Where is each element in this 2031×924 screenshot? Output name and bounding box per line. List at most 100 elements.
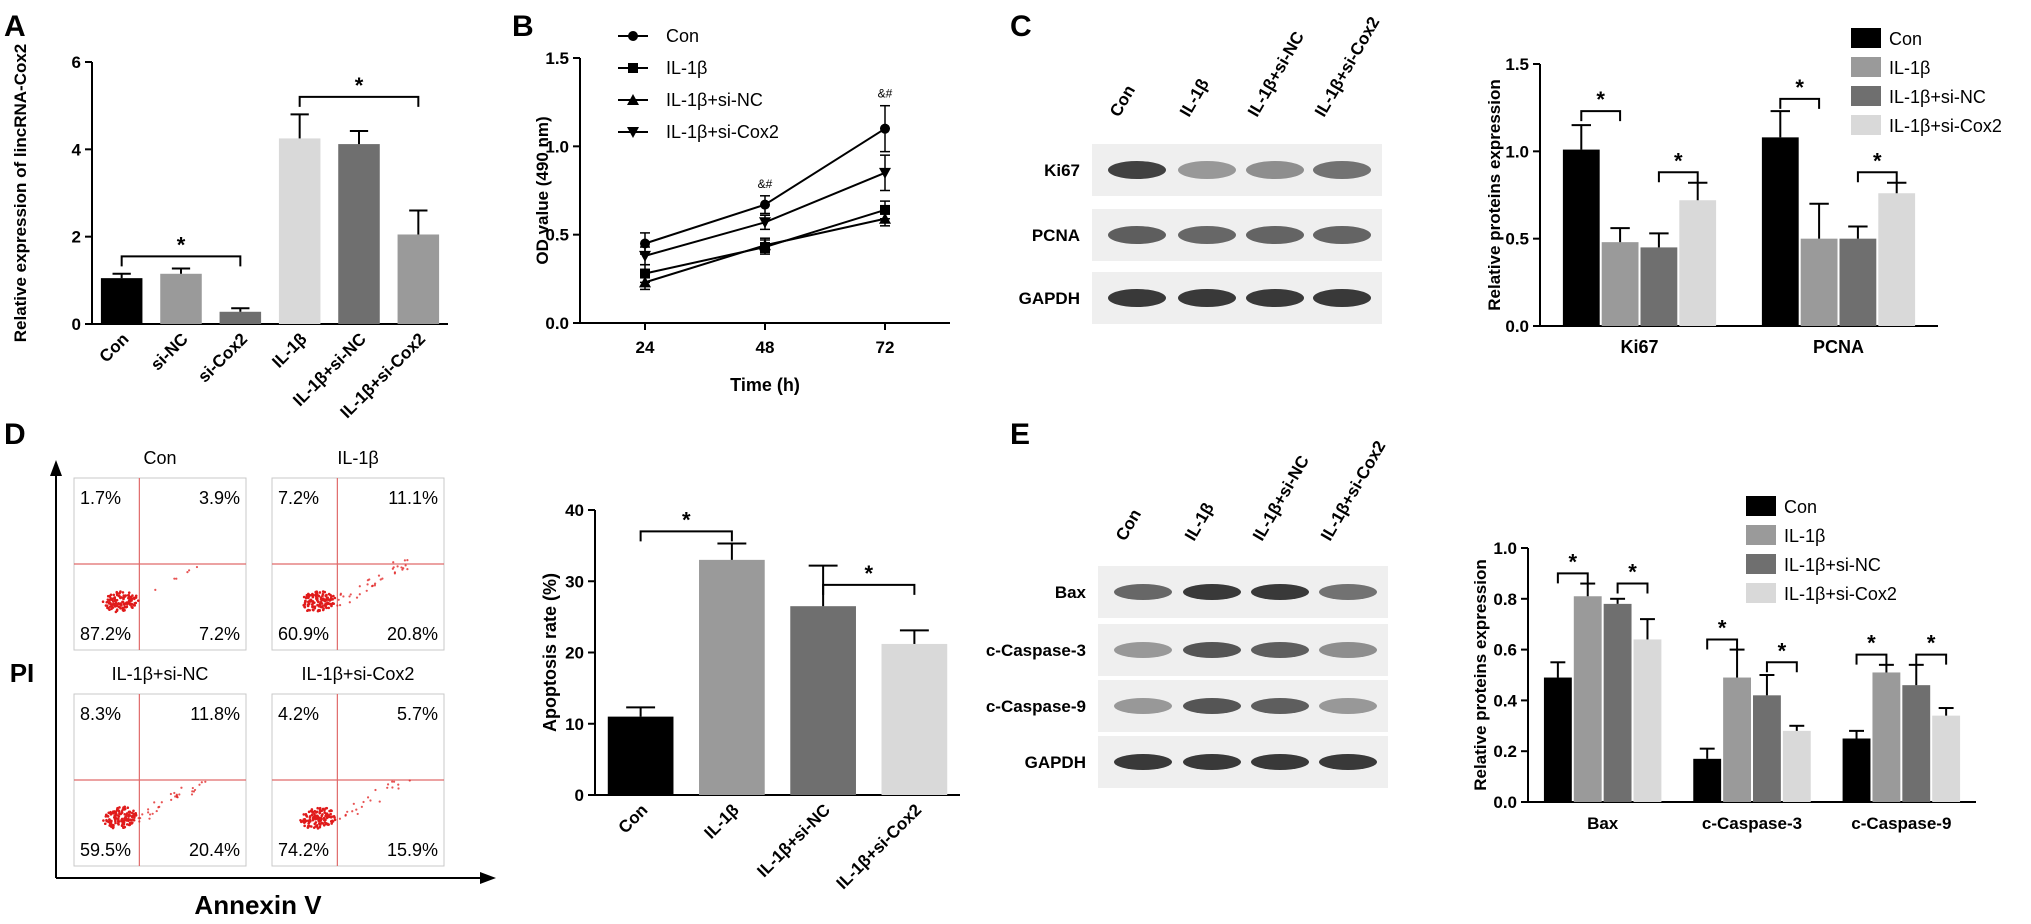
flow-dot <box>330 603 333 606</box>
legend-label: Con <box>1784 497 1817 517</box>
protein-band <box>1313 161 1371 179</box>
flow-dot <box>323 811 326 814</box>
quadrant-percentage: 5.7% <box>397 704 438 724</box>
significance-bracket <box>1855 653 1888 665</box>
flow-dot <box>381 577 384 580</box>
flow-dot <box>136 599 140 602</box>
flow-dot <box>112 603 116 606</box>
flow-dot <box>408 779 411 782</box>
flow-dot <box>319 809 322 813</box>
flow-dot <box>373 582 377 585</box>
protein-band <box>1108 289 1166 307</box>
flow-dot <box>318 806 322 810</box>
legend-label: IL-1β+si-Cox2 <box>666 122 779 142</box>
flow-dot <box>106 815 110 818</box>
significance-star: * <box>1596 87 1605 112</box>
flow-dot <box>108 824 111 827</box>
flow-dot <box>315 591 319 594</box>
y-tick-label: 0.8 <box>1493 590 1517 609</box>
significance-star: * <box>1795 75 1804 100</box>
legend-label: Con <box>1889 29 1922 49</box>
data-point <box>759 217 771 229</box>
x-tick-label: PCNA <box>1813 337 1864 357</box>
flow-dot <box>120 604 123 607</box>
flow-dot <box>126 806 130 810</box>
flow-y-axis-title: PI <box>10 658 35 688</box>
flow-dot <box>349 593 352 596</box>
flow-dot <box>105 600 109 604</box>
flow-dot <box>117 814 120 817</box>
significance-star: * <box>1927 631 1936 656</box>
y-tick-label: 0 <box>72 315 81 334</box>
protein-band <box>1246 289 1304 307</box>
x-tick-label: si-NC <box>147 329 192 374</box>
bar <box>1640 247 1678 326</box>
y-tick-label: 0.0 <box>1505 317 1529 336</box>
flow-dot <box>141 813 144 816</box>
flow-dot <box>328 809 331 813</box>
flow-dot <box>325 806 329 810</box>
significance-star: * <box>1778 638 1787 663</box>
flow-dot <box>108 608 111 612</box>
x-tick-label: Con <box>615 800 652 837</box>
flow-dot <box>110 604 113 608</box>
quadrant-percentage: 7.2% <box>199 624 240 644</box>
flow-dot <box>108 822 112 825</box>
flow-dot <box>326 601 329 604</box>
data-point <box>628 31 638 41</box>
bar <box>1839 238 1877 326</box>
flow-dot <box>322 597 325 601</box>
row-label: Bax <box>1055 583 1087 602</box>
flow-dot <box>320 602 324 605</box>
flow-dot <box>342 595 345 598</box>
significance-bracket <box>822 583 916 595</box>
flow-dot <box>360 805 363 808</box>
flow-dot <box>322 818 326 822</box>
flow-dot <box>322 824 326 827</box>
bar <box>699 559 765 795</box>
flow-dot <box>346 810 349 813</box>
x-tick-label: Ki67 <box>1620 337 1658 357</box>
flow-dot <box>154 588 157 591</box>
row-label: GAPDH <box>1019 289 1080 308</box>
x-tick-label: c-Caspase-9 <box>1851 814 1951 833</box>
significance-star: * <box>1718 615 1727 640</box>
flow-dot <box>304 596 308 599</box>
legend-label: IL-1β+si-Cox2 <box>1784 584 1897 604</box>
bar <box>219 311 262 324</box>
flow-dot <box>170 798 173 801</box>
flow-dot <box>138 820 141 823</box>
quadrant-percentage: 59.5% <box>80 840 131 860</box>
x-tick-label: IL-1β+si-NC <box>753 800 834 881</box>
flow-dot <box>151 812 154 815</box>
significance-star: * <box>177 232 186 257</box>
significance-star: * <box>355 73 364 98</box>
protein-band <box>1251 698 1309 714</box>
flow-dot <box>309 598 313 602</box>
x-tick-label: 24 <box>636 338 655 357</box>
flow-dot <box>123 805 127 809</box>
flow-dot <box>120 811 124 814</box>
flow-dot <box>128 595 132 599</box>
flow-dot <box>108 818 111 821</box>
flow-dot <box>173 577 176 580</box>
flow-dot <box>339 592 343 595</box>
flow-dot <box>130 597 133 601</box>
y-tick-label: 6 <box>72 53 81 72</box>
panel-label-a: A <box>4 10 26 43</box>
significance-bracket <box>1765 661 1798 673</box>
bar <box>1693 758 1722 802</box>
y-tick-label: 0.0 <box>545 314 569 333</box>
flow-dot <box>300 820 303 824</box>
flow-dot <box>104 815 108 818</box>
flow-plot-title: IL-1β+si-NC <box>112 664 209 684</box>
flow-dot <box>200 781 203 784</box>
flow-dot <box>313 809 317 813</box>
bar <box>1723 677 1751 802</box>
flow-dot <box>317 816 321 819</box>
blot-strip <box>1098 680 1388 732</box>
flow-dot <box>321 807 325 811</box>
protein-band <box>1114 642 1172 658</box>
panel-label-d: D <box>4 418 26 451</box>
flow-dot <box>120 596 123 599</box>
